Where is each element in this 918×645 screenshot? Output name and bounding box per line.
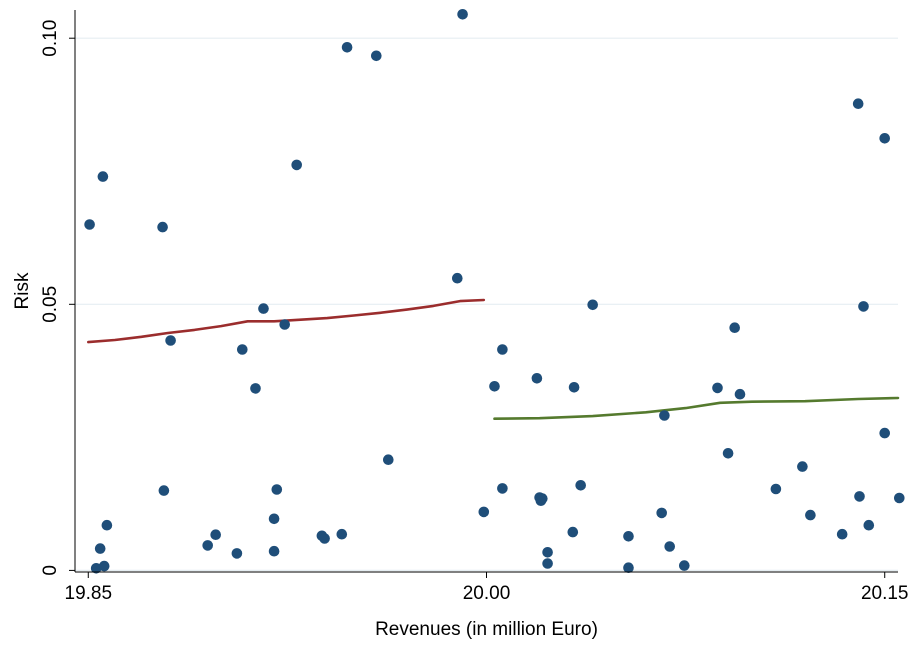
data-point-50 xyxy=(729,322,740,334)
series-layer xyxy=(84,9,905,574)
data-point-56 xyxy=(852,98,864,109)
data-point-42 xyxy=(623,531,634,542)
y-tick-label-2: 0.10 xyxy=(40,20,61,57)
data-point-44 xyxy=(656,507,667,519)
data-point-60 xyxy=(879,133,890,144)
fit-line-2 xyxy=(493,396,900,420)
data-point-16 xyxy=(268,545,280,557)
data-point-0 xyxy=(84,219,95,230)
data-point-47 xyxy=(679,560,690,571)
data-point-57 xyxy=(854,491,865,502)
y-tick-label-0: 0 xyxy=(40,565,61,576)
data-point-35 xyxy=(537,493,548,504)
y-axis-title: Risk xyxy=(12,272,33,309)
data-point-24 xyxy=(371,50,382,62)
axes-layer: 0 0.05 0.10 19.85 20.00 20.15 xyxy=(40,10,908,604)
data-point-41 xyxy=(587,299,598,311)
data-point-27 xyxy=(457,9,468,20)
data-point-9 xyxy=(202,540,213,551)
data-point-7 xyxy=(158,485,170,496)
data-point-15 xyxy=(268,513,280,525)
data-point-26 xyxy=(452,272,463,284)
data-point-30 xyxy=(497,344,508,355)
data-point-51 xyxy=(734,388,746,400)
data-point-52 xyxy=(770,483,782,495)
data-point-46 xyxy=(664,541,675,552)
data-point-36 xyxy=(542,547,553,558)
data-point-10 xyxy=(210,529,221,540)
data-point-39 xyxy=(568,382,580,393)
data-point-62 xyxy=(894,492,905,504)
y-tick-label-1: 0.05 xyxy=(40,286,61,323)
data-point-32 xyxy=(531,373,543,384)
data-point-58 xyxy=(858,301,869,312)
data-point-1 xyxy=(90,563,102,574)
data-point-31 xyxy=(497,483,508,494)
x-axis-title: Revenues (in million Euro) xyxy=(375,619,598,640)
data-point-5 xyxy=(101,519,113,531)
data-point-3 xyxy=(97,171,109,182)
x-tick-label-2: 20.15 xyxy=(861,583,909,604)
data-point-28 xyxy=(478,506,490,518)
data-point-8 xyxy=(165,335,176,346)
data-point-37 xyxy=(542,558,553,569)
data-point-38 xyxy=(567,526,579,538)
data-point-2 xyxy=(94,543,106,554)
data-point-23 xyxy=(341,42,353,53)
data-point-54 xyxy=(805,509,816,521)
data-point-4 xyxy=(98,560,110,572)
data-point-22 xyxy=(336,528,348,540)
data-point-29 xyxy=(489,381,500,392)
data-point-25 xyxy=(383,454,394,466)
data-point-12 xyxy=(237,344,248,355)
data-point-11 xyxy=(231,548,243,559)
data-point-43 xyxy=(623,562,634,573)
data-point-55 xyxy=(836,528,848,540)
data-point-48 xyxy=(712,382,723,394)
data-point-14 xyxy=(258,303,269,314)
data-point-21 xyxy=(319,533,330,544)
data-point-19 xyxy=(291,159,303,171)
data-point-40 xyxy=(575,480,586,491)
data-point-49 xyxy=(722,448,734,459)
x-tick-label-1: 20.00 xyxy=(463,583,511,604)
data-point-61 xyxy=(879,427,890,439)
data-point-45 xyxy=(659,410,670,421)
data-point-59 xyxy=(863,519,875,531)
data-point-6 xyxy=(157,221,168,233)
data-point-18 xyxy=(279,319,291,330)
data-point-53 xyxy=(797,461,808,472)
data-point-17 xyxy=(271,484,283,495)
x-tick-label-0: 19.85 xyxy=(65,583,113,604)
grid-layer xyxy=(75,37,898,572)
data-point-13 xyxy=(250,383,261,394)
